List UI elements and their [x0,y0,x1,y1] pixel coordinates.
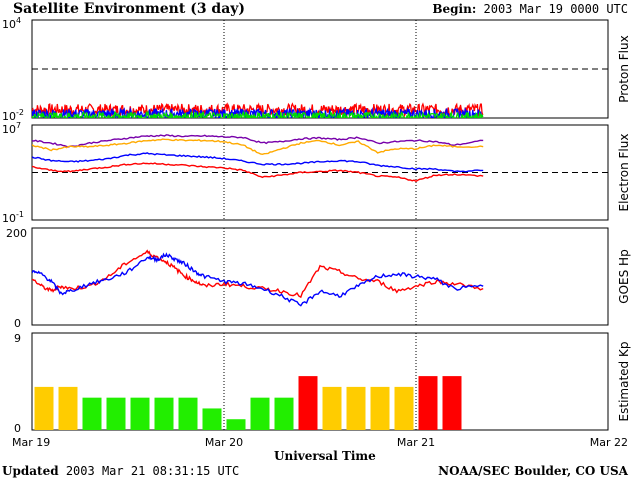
kp-bar [106,397,126,430]
kp-bar [34,386,54,430]
credit-line: NOAA/SEC Boulder, CO USA [438,464,628,478]
kp-bar [178,397,198,430]
goes-hp-panel: 200 0 GOES Hp [6,227,631,330]
kp-bar [58,386,78,430]
proton-flux-panel: 104 10-2 Proton Flux [2,16,631,123]
goes-hp-frame [31,227,609,326]
y-tick-label: 9 [14,332,21,345]
updated-value: 2003 Mar 21 08:31:15 UTC [65,464,240,478]
electron-flux-panel: 107 10-1 Electron Flux [2,121,631,225]
proton-flux-frame [31,19,609,119]
kp-bar [394,386,414,430]
updated-timestamp: Updated 2003 Mar 21 08:31:15 UTC [2,465,239,477]
x-tick-label: Mar 22 [590,436,628,449]
kp-bar [154,397,174,430]
kp-bar [250,397,270,430]
x-axis-title: Universal Time [274,449,376,463]
x-tick-label: Mar 19 [12,436,50,449]
begin-label: Begin: [432,2,477,16]
y-tick-label: 104 [2,16,21,31]
kp-bar [130,397,150,430]
updated-label: Updated [2,464,59,478]
kp-bar [418,376,438,430]
x-tick-label: Mar 21 [397,436,435,449]
estimated-kp-panel: 9 0 Estimated Kp [14,332,631,435]
goes-hp-series-1 [32,252,484,307]
estimated-kp-ylabel: Estimated Kp [617,342,631,422]
kp-bar [226,419,246,430]
proton-flux-ylabel: Proton Flux [617,35,631,102]
kp-bar [322,386,342,430]
kp-bar [442,376,462,430]
y-tick-label: 10-2 [2,108,24,123]
kp-bar [82,397,102,430]
begin-time: Begin: 2003 Mar 19 0000 UTC [432,3,628,15]
electron-flux-series-0 [32,134,484,148]
electron-flux-series-3 [32,162,484,183]
kp-bar [370,386,390,430]
y-tick-label: 0 [14,422,21,435]
proton-flux-series-1 [32,106,484,118]
y-tick-label: 200 [6,227,27,240]
goes-hp-ylabel: GOES Hp [617,249,631,303]
proton-flux-series-2 [32,109,484,118]
kp-bar [346,386,366,430]
x-tick-label: Mar 20 [205,436,243,449]
goes-hp-series-0 [32,249,484,299]
kp-bar [298,376,318,430]
kp-bar [202,408,222,430]
electron-flux-ylabel: Electron Flux [617,134,631,212]
proton-flux-series-0 [32,102,484,118]
electron-flux-series-1 [32,138,484,156]
chart-title: Satellite Environment (3 day) [13,1,246,17]
y-tick-label: 10-1 [2,210,24,225]
estimated-kp-frame [31,332,609,431]
y-tick-label: 107 [2,121,21,136]
kp-bar [274,397,294,430]
electron-flux-series-2 [32,152,484,173]
begin-value: 2003 Mar 19 0000 UTC [483,2,629,16]
y-tick-label: 0 [14,317,21,330]
